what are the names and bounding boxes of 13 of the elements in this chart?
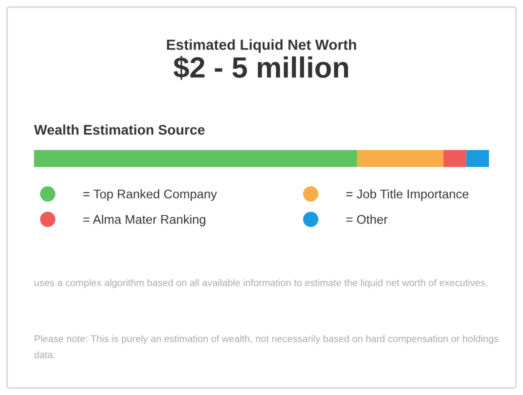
chart-title: Estimated Liquid Net Worth — [167, 39, 356, 53]
text: uses a complex algorithm based on all available information to estimate the liquid net worth of executives. — [34, 279, 488, 288]
legend-label: = Other — [346, 214, 388, 224]
legend-label: = Top Ranked Company — [83, 189, 217, 201]
text: Please note: This is purely an estimation of wealth, not necessarily based on hard compensation or holdings data. — [34, 335, 498, 358]
legend-label: = Job Title Importance — [346, 189, 468, 201]
text: Wealth Estimation Source — [34, 124, 205, 135]
bar — [444, 150, 466, 167]
chart-subtitle: $2 - 5 million — [174, 56, 348, 80]
bar — [34, 150, 358, 167]
bar — [357, 150, 444, 167]
legend-label: = Alma Mater Ranking — [83, 214, 206, 226]
bar — [466, 150, 489, 167]
